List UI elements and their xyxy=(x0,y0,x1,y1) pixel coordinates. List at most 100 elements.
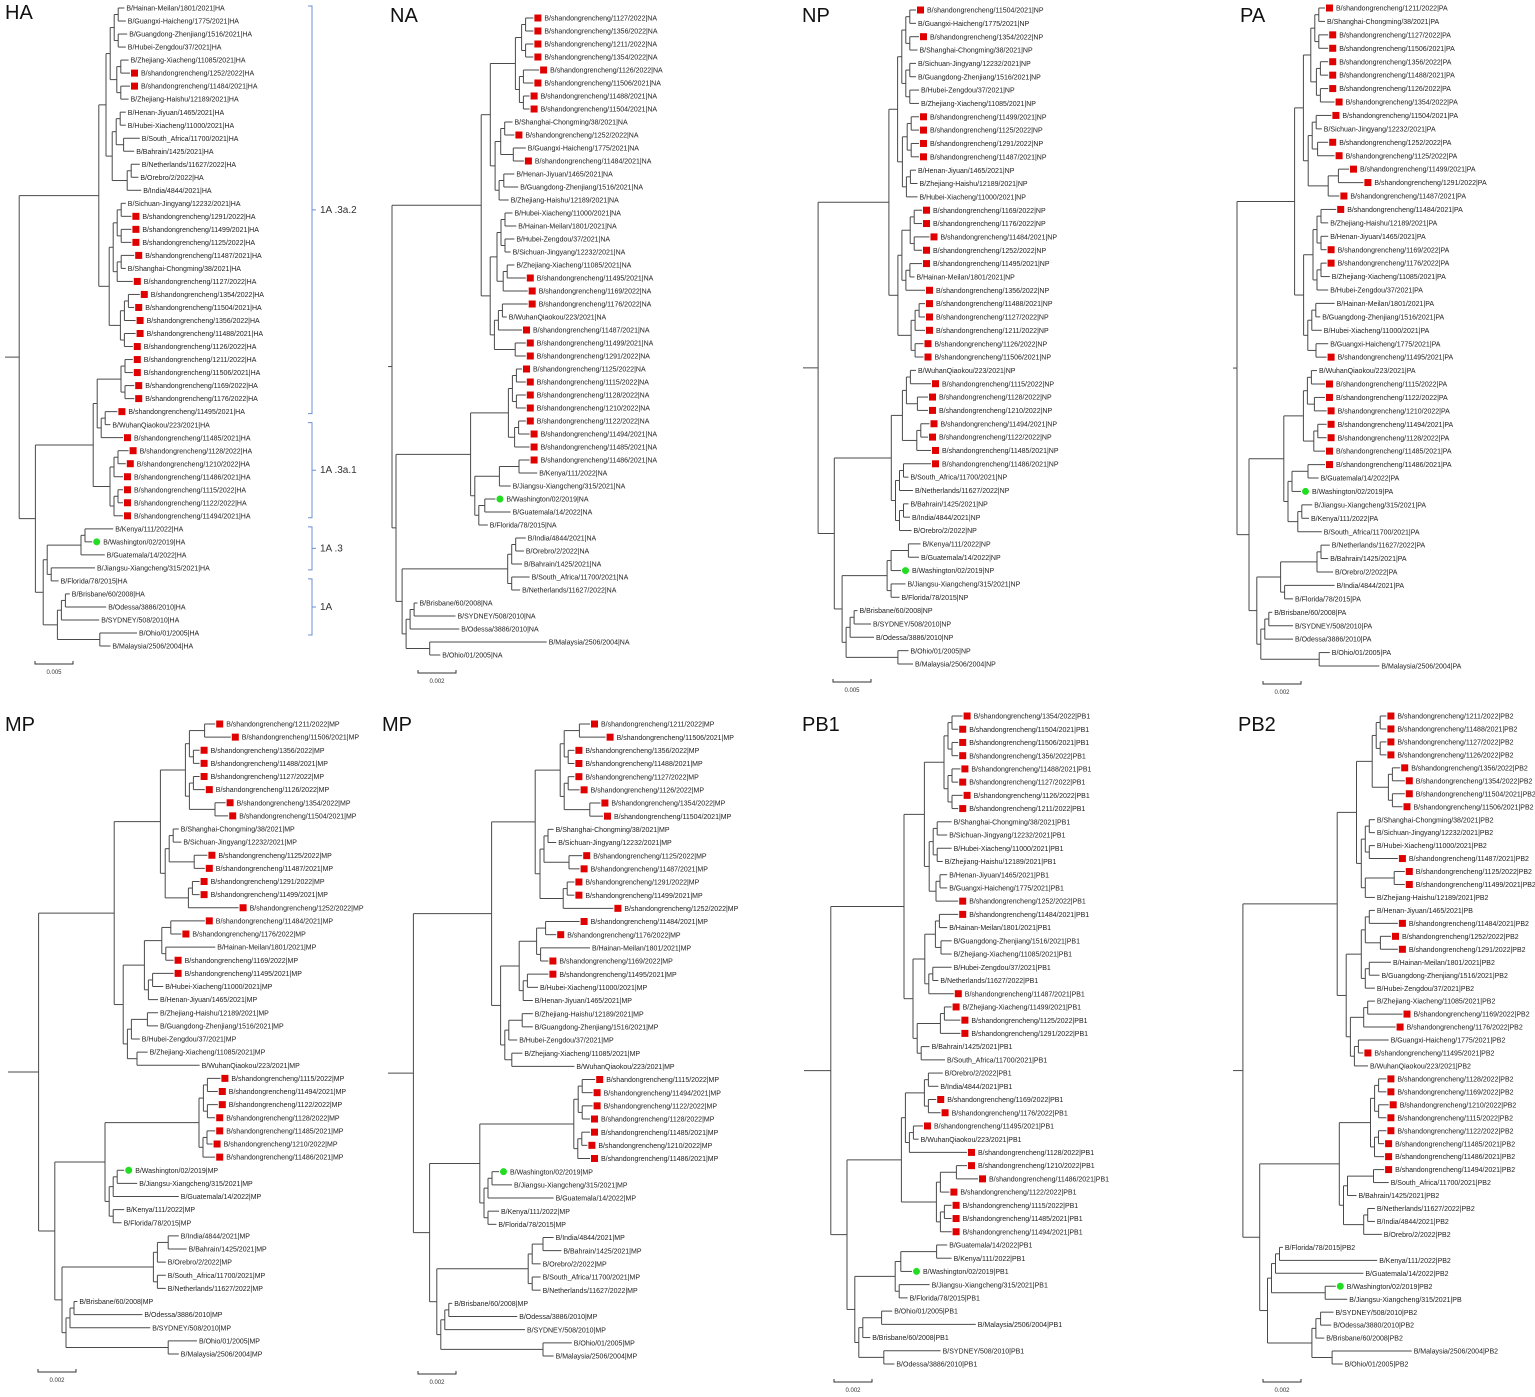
leaf-label: B/Florida/78/2015|NP xyxy=(902,595,969,602)
leaf-label: B/shandongrencheng/1127/2022|MP xyxy=(585,774,699,781)
leaf-label: B/Hubei-Zengdou/37/2021|HA xyxy=(128,45,222,52)
leaf-label: B/Orebro/2/2022|MP xyxy=(543,1261,607,1268)
leaf-label: B/shandongrencheng/1169/2022|HA xyxy=(145,383,258,390)
leaf-label: B/shandongrencheng/1176/2022|PB1 xyxy=(952,1110,1068,1117)
leaf-label: B/shandongrencheng/11487/2021|HA xyxy=(145,253,262,260)
red-square-marker xyxy=(124,434,131,442)
leaf-label: B/Zhejiang-Xiacheng/11085/2021|NA xyxy=(516,263,631,270)
red-square-marker xyxy=(929,406,936,414)
tree-branches xyxy=(804,715,978,1365)
leaf-label: B/shandongrencheng/11487/2021|MP xyxy=(216,866,334,873)
leaf-label: B/Malaysia/2506/2004|NP xyxy=(915,662,996,669)
leaf-label: B/Malaysia/2506/2004|PB1 xyxy=(978,1322,1062,1329)
red-square-marker xyxy=(135,382,143,390)
leaf-label: B/Hainan-Meilan/1801/2021|HA xyxy=(126,6,225,13)
leaf-label: B/shandongrencheng/11494/2021|NA xyxy=(541,432,658,439)
leaf-label: B/Shanghai-Chongming/38/2021|NP xyxy=(920,48,1033,55)
tree-panel-mp-left: MP B/shandongrencheng/1211/2022|MP B/shan… xyxy=(0,712,380,1384)
leaf-label: B/shandongrencheng/1128/2022|MP xyxy=(601,1117,715,1124)
leaf-labels: B/Hainan-Meilan/1801/2021|HA B/Guangxi-Ha… xyxy=(61,6,265,651)
leaf-label: B/Brisbane/60/2008|MP xyxy=(79,1299,153,1306)
leaf-label: B/shandongrencheng/11488/2021|PA xyxy=(1339,73,1455,80)
leaf-label: B/Zhejiang-Haishu/12189/2021|MP xyxy=(160,1010,269,1017)
leaf-label: B/shandongrencheng/1176/2022|HA xyxy=(145,396,258,403)
leaf-label: B/shandongrencheng/1176/2022|PA xyxy=(1338,261,1450,268)
leaf-label: B/shandongrencheng/1169/2022|NP xyxy=(933,208,1046,215)
leaf-label: B/shandongrencheng/1128/2022|PA xyxy=(1338,435,1450,442)
red-square-marker xyxy=(1329,85,1337,93)
leaf-label: B/SYDNEY/508/2010|PB1 xyxy=(943,1348,1025,1355)
leaf-label: B/Kenya/111/2022|NA xyxy=(539,471,607,478)
leaf-label: B/Sichuan-Jingyang/12232/2021|HA xyxy=(128,201,241,208)
leaf-label: B/shandongrencheng/1252/2022|PB1 xyxy=(969,899,1086,906)
leaf-label: B/SYDNEY/508/2010|NA xyxy=(458,614,536,621)
leaf-label: B/shandongrencheng/11485/2021|PB2 xyxy=(1395,1141,1515,1148)
red-square-marker xyxy=(205,917,213,925)
red-square-marker xyxy=(530,92,538,100)
leaf-label: B/Jiangsu-Xiangcheng/315/2021|HA xyxy=(97,565,210,572)
leaf-label: B/Washington/02/2019|NP xyxy=(912,568,994,575)
red-square-marker xyxy=(963,791,971,799)
leaf-label: B/South_Africa/11700/2021|PA xyxy=(1324,529,1420,536)
leaf-label: B/Zhejiang-Haishu/12189/2021|NP xyxy=(920,181,1028,188)
leaf-label: B/Guangdong-Zhenjiang/1516/2021|MP xyxy=(160,1023,284,1030)
leaf-label: B/shandongrencheng/1211/2022|MP xyxy=(601,722,715,729)
leaf-label: B/Henan-Jiyuan/1465/2021|HA xyxy=(128,110,225,117)
red-square-marker xyxy=(200,878,208,885)
leaf-label: B/Malaysia/2506/2004|NA xyxy=(549,640,630,647)
leaf-label: B/shandongrencheng/11504/2021|MP xyxy=(239,813,357,820)
leaf-label: B/shandongrencheng/1252/2022|MP xyxy=(624,906,738,913)
panel-title: NP xyxy=(802,5,830,27)
leaf-label: B/shandongrencheng/1354/2022|HA xyxy=(151,292,264,299)
red-square-marker xyxy=(1398,855,1406,863)
leaf-label: B/shandongrencheng/1354/2022|NP xyxy=(930,34,1043,41)
leaf-label: B/shandongrencheng/11486/2021|NA xyxy=(541,458,658,465)
red-square-marker xyxy=(1389,1101,1397,1109)
leaf-label: B/shandongrencheng/1210/2022|HA xyxy=(137,461,250,468)
leaf-label: B/India/4844/2021|MP xyxy=(181,1233,250,1240)
clade-brackets: 1A .3a.2 1A .3a.1 1A .3 1A xyxy=(308,5,357,636)
red-square-marker xyxy=(959,725,967,733)
red-square-marker xyxy=(534,27,542,35)
leaf-label: B/SYDNEY/508/2010|NP xyxy=(873,622,951,629)
clade-bracket xyxy=(308,578,316,636)
leaf-label: B/Ohio/01/2005|NP xyxy=(911,648,972,655)
red-square-marker xyxy=(1398,919,1406,927)
red-square-marker xyxy=(205,864,213,872)
leaf-label: B/Sichuan-Jingyang/12232/2021|MP xyxy=(558,840,672,847)
leaf-label: B/shandongrencheng/1291/2022|PB1 xyxy=(971,1031,1088,1038)
leaf-label: B/shandongrencheng/11495/2021|PA xyxy=(1338,355,1454,362)
red-square-marker xyxy=(133,356,141,364)
leaf-label: B/India/4844/2021|PA xyxy=(1337,583,1405,590)
leaf-label: B/Shanghai-Chongming/38/2021|PB1 xyxy=(954,819,1071,826)
leaf-label: B/Shanghai-Chongming/38/2021|MP xyxy=(556,827,670,834)
tree-panel-na: NA B/shandongrencheng/1127/2022|NA B/shan… xyxy=(380,0,800,685)
leaf-label: B/shandongrencheng/11499/2021|MP xyxy=(585,893,703,900)
leaf-label: B/shandongrencheng/1210/2022|PB1 xyxy=(978,1163,1095,1170)
red-square-marker xyxy=(1326,447,1333,455)
leaf-label: B/Sichuan-Jingyang/12232/2021|NP xyxy=(918,61,1031,68)
red-square-marker xyxy=(593,1102,601,1110)
leaf-label: B/Netherlands/11627/2022|MP xyxy=(168,1286,263,1293)
leaf-label: B/Orebro/2/2022|NP xyxy=(914,528,978,535)
scale-bar: 0.002 xyxy=(37,1369,77,1384)
leaf-label: B/Zhejiang-Haishu/12189/2021|HA xyxy=(131,97,239,104)
leaf-label: B/Brisbane/60/2008|NA xyxy=(420,601,493,608)
leaf-label: B/India/4844/2021|PB1 xyxy=(940,1084,1012,1091)
leaf-label: B/shandongrencheng/1169/2022|PB1 xyxy=(947,1097,1063,1104)
red-square-marker xyxy=(924,1122,931,1130)
red-square-marker xyxy=(926,313,933,321)
leaf-label: B/shandongrencheng/1169/2022|PB2 xyxy=(1414,1012,1530,1019)
leaf-label: B/shandongrencheng/1128/2022|PB2 xyxy=(1397,1076,1513,1083)
scale-bar: 0.002 xyxy=(1262,1379,1302,1394)
red-square-marker xyxy=(131,69,138,77)
green-circle-marker xyxy=(93,538,101,546)
leaf-label: B/Jiangsu-Xiangcheng/315/2021|MP xyxy=(139,1181,253,1188)
leaf-label: B/WuhanQiaokou/223/2021|NP xyxy=(918,368,1016,375)
red-square-marker xyxy=(534,40,542,48)
red-square-marker xyxy=(523,326,530,334)
leaf-label: B/shandongrencheng/1127/2022|PB1 xyxy=(969,780,1085,787)
leaf-label: B/Ohio/01/2005|NA xyxy=(442,653,503,660)
red-square-marker xyxy=(968,1162,975,1170)
leaf-label: B/shandongrencheng/11499/2021|PA xyxy=(1360,167,1476,174)
